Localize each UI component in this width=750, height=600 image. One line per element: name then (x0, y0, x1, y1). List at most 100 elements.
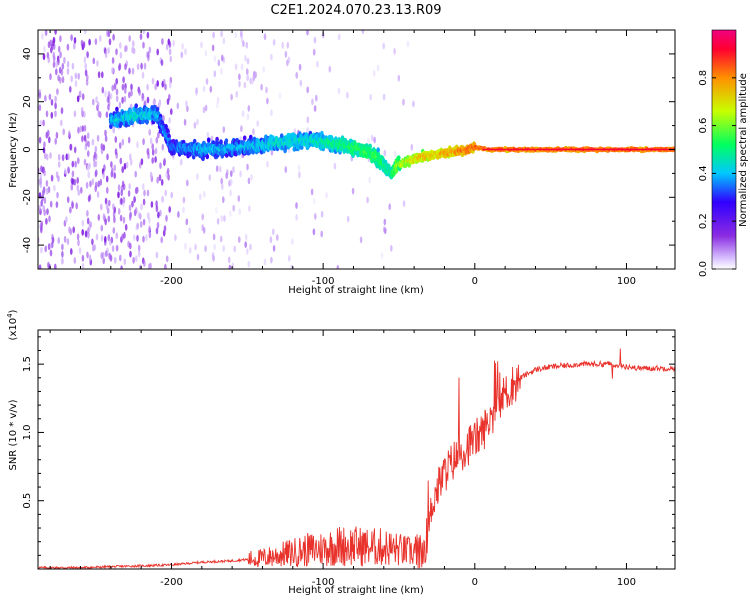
spectrogram-cell (299, 79, 303, 87)
spectrogram-cell (91, 138, 95, 146)
spectrogram-cell (241, 110, 245, 118)
spectrogram-cell (314, 213, 317, 220)
spectrogram-cell (246, 74, 249, 82)
spectrogram-cell (216, 96, 220, 104)
spectrogram-cell (91, 178, 95, 186)
spectrogram-cell (128, 183, 131, 190)
spectrogram-cell (38, 89, 41, 96)
spectrogram-cell (146, 147, 150, 155)
spectrogram-cell (73, 110, 77, 118)
spectrogram-cell (279, 133, 284, 139)
spectrogram-cell (87, 150, 90, 158)
spectrogram-cell (107, 234, 111, 242)
spectrogram-cell (136, 63, 140, 70)
spectrogram-cell (245, 41, 249, 49)
spectrogram-cell (45, 218, 48, 225)
spectrogram-cell (131, 67, 135, 75)
spectrogram-cell (110, 170, 114, 178)
spectrogram-cell (79, 125, 82, 133)
spectrogram-cell (86, 132, 90, 140)
spectrogram-cell (146, 31, 150, 39)
snr-multiplier-close: ) (8, 309, 19, 313)
spectrogram-cell (46, 208, 49, 216)
spectrogram-cell (38, 204, 42, 212)
spectrogram-cell (155, 136, 159, 144)
spectrogram-cell (45, 188, 49, 195)
spectrogram-cell (230, 170, 233, 178)
spectrogram-cell (313, 105, 317, 112)
spectrogram-cell (196, 118, 199, 126)
spectrogram-cell (57, 45, 61, 53)
spectrogram-cell (232, 166, 235, 174)
spectrogram-cell (84, 30, 87, 35)
spectrogram-cell (45, 153, 49, 161)
spectrogram-cell (201, 224, 204, 232)
spectrogram-cell (204, 50, 208, 57)
spectrogram-cell (113, 83, 117, 91)
spectrogram-cell (164, 83, 167, 91)
spectrogram-cell (100, 143, 104, 150)
spectrogram-cell (69, 86, 72, 93)
spectrogram-cell (220, 68, 223, 75)
spectrogram-cell (51, 236, 55, 244)
spectrogram-cell (38, 192, 42, 199)
spectrogram-cell (225, 172, 228, 180)
spectrogram-cell (140, 62, 143, 70)
spectrogram-cell (351, 187, 355, 195)
spectrogram-cell (127, 190, 131, 197)
spectrogram-cell (119, 214, 123, 222)
spectrogram-cell (219, 235, 223, 243)
spectrogram-cell (141, 183, 145, 191)
spectrogram-cell (86, 210, 89, 217)
spectrogram-cell (61, 76, 65, 84)
spectrogram-cell (194, 243, 197, 251)
colorbar-tick-label: 0.0 (698, 261, 709, 277)
spectrogram-cell (143, 62, 147, 70)
spectrogram-cell (45, 110, 49, 118)
spectrogram-cell (38, 264, 42, 269)
spectrogram-cell (107, 103, 110, 111)
spectrogram-cell (131, 46, 134, 54)
spectrogram-cell (59, 35, 62, 43)
spectrogram-cell (266, 97, 269, 105)
colorbar: 0.0 0.2 0.4 0.6 0.8 Normalized spectral ampl… (698, 29, 749, 277)
colorbar-tick-label: 0.6 (698, 118, 709, 134)
spectrogram-cell (260, 83, 263, 91)
spectrogram-cell (122, 183, 126, 191)
spectrogram-cell (212, 233, 216, 241)
spectrogram-cell (211, 44, 215, 52)
spectrogram-cell (78, 247, 82, 254)
x-tick-label: 100 (617, 276, 636, 287)
spectrogram-cell (311, 98, 314, 106)
spectrogram-cell (115, 95, 119, 103)
spectrogram-cell (112, 33, 115, 41)
spectrogram-cell (146, 83, 149, 91)
spectrogram-cell (209, 85, 213, 93)
spectrogram-cell (333, 162, 337, 170)
spectrogram-cell (43, 45, 46, 53)
colorbar-tick-label: 0.2 (698, 213, 709, 229)
spectrogram-cell (288, 255, 291, 262)
spectrogram-cell (246, 57, 250, 65)
spectrogram-cell (70, 75, 73, 83)
spectrogram-cell (180, 51, 184, 59)
spectrogram-cell (69, 143, 73, 151)
spectrogram-cell (66, 43, 70, 51)
spectrogram-cell (278, 92, 282, 100)
spectrogram-cell (74, 72, 78, 80)
spectrogram-cell (87, 195, 91, 203)
colorbar-label: Normalized spectral amplitude (738, 73, 749, 227)
spectrogram-cell (361, 30, 365, 34)
spectrogram-cell (81, 229, 84, 236)
spectrogram-cell (54, 102, 57, 110)
spectrogram-cell (393, 150, 397, 158)
spectrogram-cell (146, 96, 150, 104)
spectrogram-cell (87, 231, 90, 239)
spectrogram-cell (65, 216, 68, 223)
spectrogram-cell (67, 166, 70, 173)
spectrogram-cell (281, 41, 285, 49)
x-tick-label: 0 (472, 276, 478, 287)
spectrogram-cell (204, 104, 208, 112)
